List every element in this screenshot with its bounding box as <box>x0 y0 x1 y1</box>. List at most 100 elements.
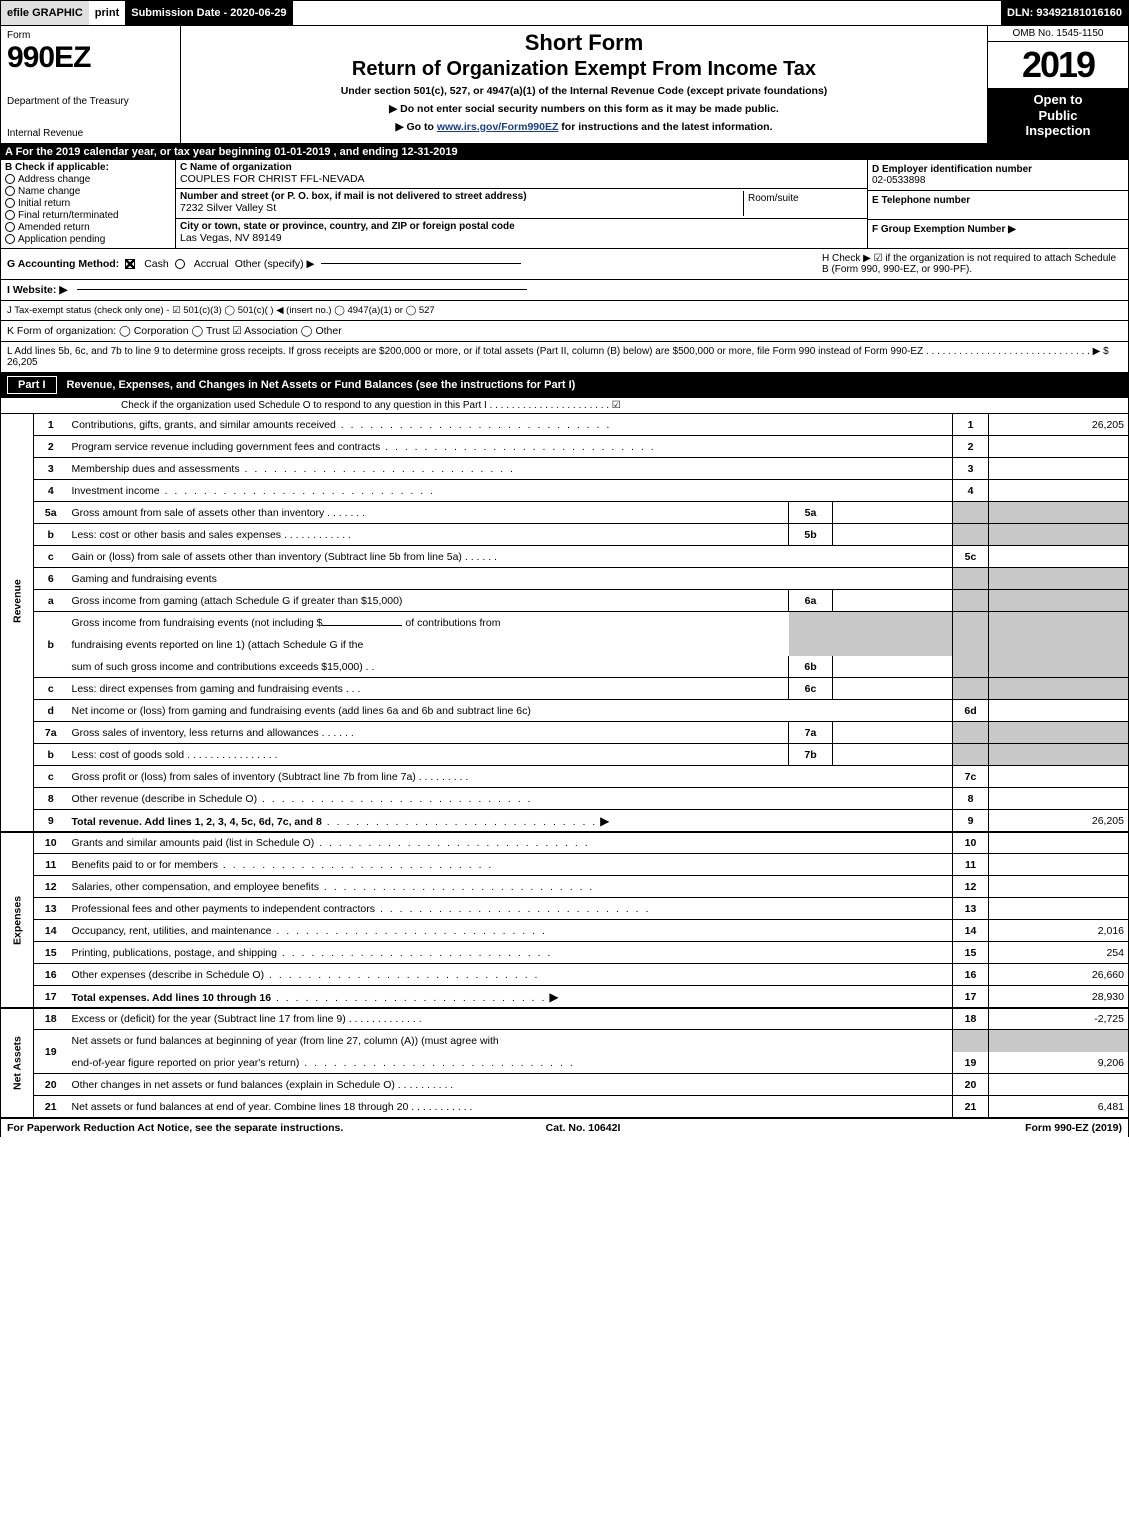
line-6-num-grey <box>953 568 989 590</box>
line-6b-sub: 6b <box>789 656 833 678</box>
line-5c-amt <box>989 546 1129 568</box>
line-7c-no: c <box>34 766 68 788</box>
amended-return-check[interactable] <box>5 222 15 232</box>
line-17-no: 17 <box>34 986 68 1008</box>
line-12-num: 12 <box>953 876 989 898</box>
line-6a-amt-grey <box>989 590 1129 612</box>
year-box: OMB No. 1545-1150 2019 Open to Public In… <box>988 26 1128 143</box>
phone-label: E Telephone number <box>872 195 1124 206</box>
line-13-amt <box>989 898 1129 920</box>
website-input[interactable] <box>77 289 527 290</box>
line-11-num: 11 <box>953 854 989 876</box>
form-id-box: Form 990EZ Department of the Treasury In… <box>1 26 181 143</box>
line-17-desc: Total expenses. Add lines 10 through 16 <box>72 992 272 1004</box>
address-change-label: Address change <box>18 174 90 185</box>
line-6d-amt <box>989 700 1129 722</box>
city-state-zip: Las Vegas, NV 89149 <box>180 232 863 244</box>
line-7c-num: 7c <box>953 766 989 788</box>
line-4-amt <box>989 480 1129 502</box>
accrual-label: Accrual <box>194 258 229 270</box>
form-ref: Form 990-EZ (2019) <box>1025 1122 1122 1134</box>
dln-label: DLN: 93492181016160 <box>1001 1 1128 25</box>
line-7a-val <box>833 722 953 744</box>
address-change-check[interactable] <box>5 174 15 184</box>
line-18-desc: Excess or (deficit) for the year (Subtra… <box>72 1013 346 1025</box>
line-3-desc: Membership dues and assessments <box>72 463 240 475</box>
initial-return-label: Initial return <box>18 198 70 209</box>
line-16-no: 16 <box>34 964 68 986</box>
line-6b-blank[interactable] <box>322 625 402 626</box>
line-7b-val <box>833 744 953 766</box>
line-6b-desc3: sum of such gross income and contributio… <box>72 661 363 673</box>
line-9-no: 9 <box>34 810 68 832</box>
other-specify-input[interactable] <box>321 263 521 264</box>
line-7c-desc: Gross profit or (loss) from sales of inv… <box>72 771 416 783</box>
part1-table: Revenue 1 Contributions, gifts, grants, … <box>0 414 1129 1119</box>
line-19-no: 19 <box>34 1030 68 1074</box>
street-address: 7232 Silver Valley St <box>180 202 743 214</box>
line-5c-desc: Gain or (loss) from sale of assets other… <box>72 551 462 563</box>
public: Public <box>988 108 1128 124</box>
line-19-num: 19 <box>953 1052 989 1074</box>
line-4-num: 4 <box>953 480 989 502</box>
line-6b-amt-grey <box>989 612 1129 634</box>
ein-label: D Employer identification number <box>872 164 1124 175</box>
org-name-label: C Name of organization <box>180 162 863 173</box>
efile-label: efile GRAPHIC <box>1 1 89 25</box>
line-1-num: 1 <box>953 414 989 436</box>
line-2-num: 2 <box>953 436 989 458</box>
name-change-check[interactable] <box>5 186 15 196</box>
line-20-no: 20 <box>34 1074 68 1096</box>
line-16-num: 16 <box>953 964 989 986</box>
line-2-no: 2 <box>34 436 68 458</box>
line-15-desc: Printing, publications, postage, and shi… <box>72 947 277 959</box>
form-number: 990EZ <box>7 41 174 75</box>
tax-year: 2019 <box>988 42 1128 88</box>
line-7a-sub: 7a <box>789 722 833 744</box>
line-19-amt: 9,206 <box>989 1052 1129 1074</box>
expenses-side-label: Expenses <box>1 832 34 1008</box>
line-18-amt: -2,725 <box>989 1008 1129 1030</box>
line-9-amt: 26,205 <box>989 810 1129 832</box>
group-exemption-label: F Group Exemption Number ▶ <box>872 224 1124 235</box>
street-label: Number and street (or P. O. box, if mail… <box>180 191 743 202</box>
room-suite-label: Room/suite <box>743 191 863 216</box>
final-return-check[interactable] <box>5 210 15 220</box>
line-13-desc: Professional fees and other payments to … <box>72 903 376 915</box>
form-of-org: K Form of organization: ◯ Corporation ◯ … <box>7 325 342 337</box>
accrual-check[interactable] <box>175 259 185 269</box>
line-15-amt: 254 <box>989 942 1129 964</box>
l-amount: 26,205 <box>7 357 38 368</box>
line-18-no: 18 <box>34 1008 68 1030</box>
line-17-num: 17 <box>953 986 989 1008</box>
line-19-desc: Net assets or fund balances at beginning… <box>72 1035 499 1047</box>
part1-label: Part I <box>7 376 57 394</box>
application-pending-check[interactable] <box>5 234 15 244</box>
ein-value: 02-0533898 <box>872 175 1124 186</box>
line-8-amt <box>989 788 1129 810</box>
line-14-no: 14 <box>34 920 68 942</box>
line-7b-sub: 7b <box>789 744 833 766</box>
line-7a-no: 7a <box>34 722 68 744</box>
under-section: Under section 501(c), 527, or 4947(a)(1)… <box>191 85 977 97</box>
line-6b-desc-pre: Gross income from fundraising events (no… <box>72 617 323 629</box>
cash-check[interactable] <box>125 259 135 269</box>
line-2-desc: Program service revenue including govern… <box>72 441 381 453</box>
line-6c-val <box>833 678 953 700</box>
irs-link[interactable]: www.irs.gov/Form990EZ <box>437 121 559 133</box>
part1-header: Part I Revenue, Expenses, and Changes in… <box>0 373 1129 397</box>
line-18-num: 18 <box>953 1008 989 1030</box>
final-return-label: Final return/terminated <box>18 210 119 221</box>
line-11-amt <box>989 854 1129 876</box>
line-21-amt: 6,481 <box>989 1096 1129 1118</box>
initial-return-check[interactable] <box>5 198 15 208</box>
line-8-num: 8 <box>953 788 989 810</box>
line-6a-num-grey <box>953 590 989 612</box>
box-c: C Name of organization COUPLES FOR CHRIS… <box>176 160 868 248</box>
line-6-amt-grey <box>989 568 1129 590</box>
page-footer: For Paperwork Reduction Act Notice, see … <box>0 1119 1129 1137</box>
print-button[interactable]: print <box>89 1 125 25</box>
line-3-amt <box>989 458 1129 480</box>
short-form-title: Short Form <box>191 30 977 56</box>
line-20-num: 20 <box>953 1074 989 1096</box>
